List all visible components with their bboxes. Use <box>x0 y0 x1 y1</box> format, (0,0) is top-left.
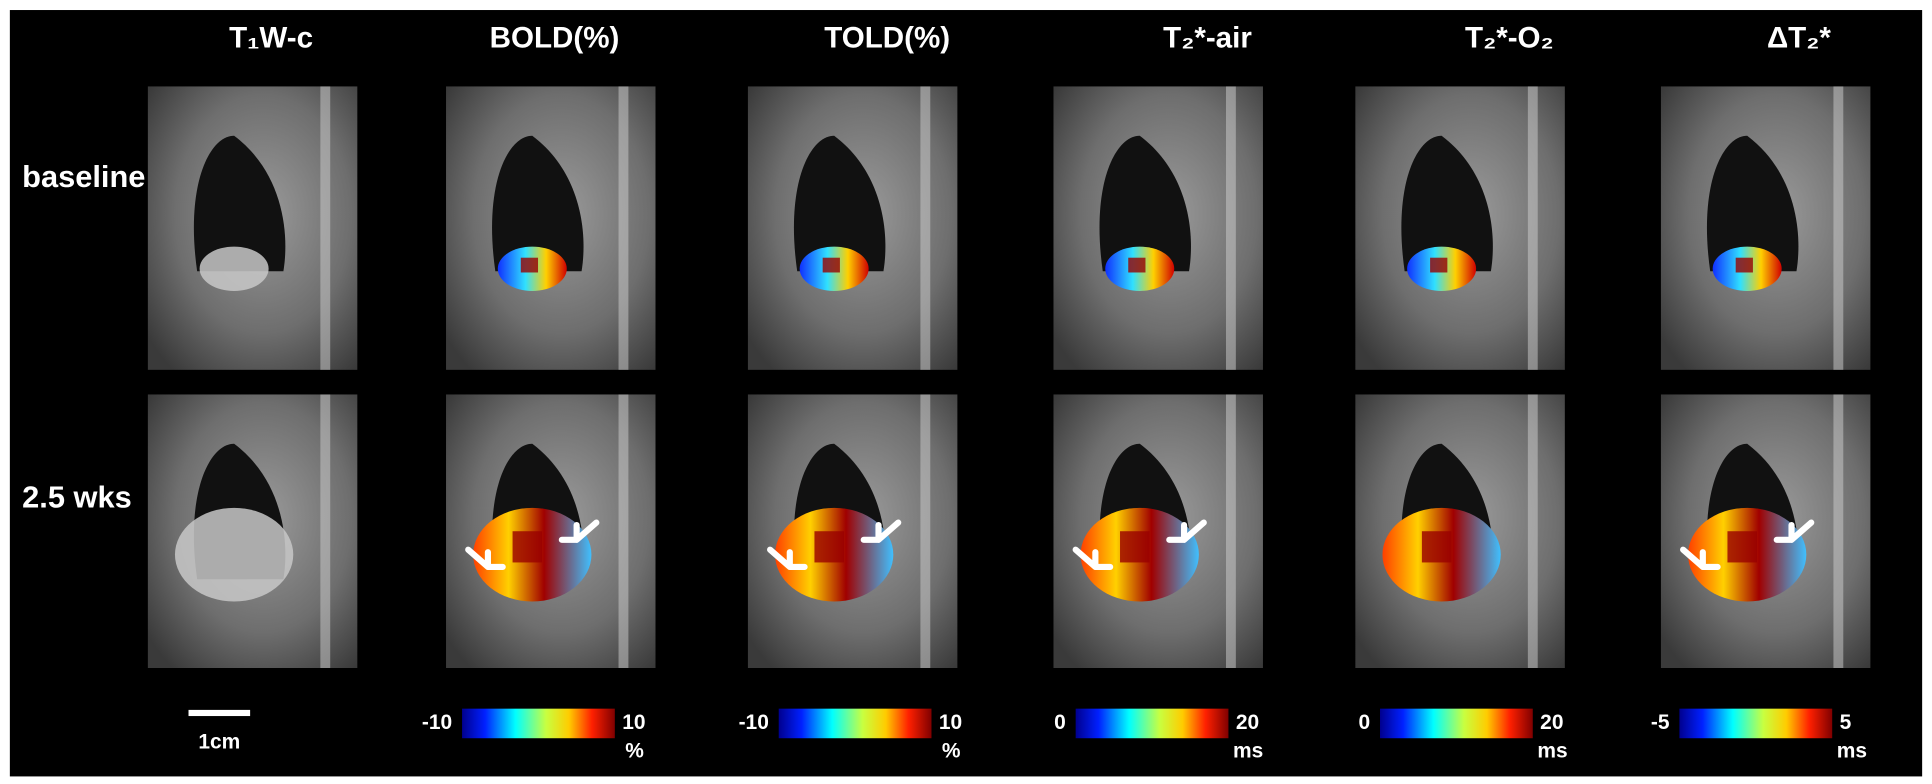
lung-cavity <box>1099 135 1191 272</box>
arrow <box>465 546 506 571</box>
row-label: 2.5 wks <box>22 479 132 514</box>
overlay-patch <box>1128 257 1146 273</box>
tissue-edge <box>1527 394 1538 668</box>
arrow <box>767 546 808 571</box>
overlay-patch <box>512 531 543 563</box>
column-header: BOLD(%) <box>490 21 620 54</box>
overlay-patch <box>822 257 840 273</box>
column-header: T₂*-O₂ <box>1465 21 1554 54</box>
colorbar-unit: ms <box>1837 739 1867 762</box>
tissue-edge <box>1833 394 1844 668</box>
colorbar-max: 10 <box>622 711 645 734</box>
colorbar-max: 10 <box>939 711 962 734</box>
colorbar-min: -10 <box>739 711 769 734</box>
colorbar-max: 20 <box>1236 711 1259 734</box>
arrow <box>1773 519 1815 543</box>
overlay-patch <box>1421 531 1452 563</box>
lung-cavity <box>193 135 286 272</box>
tissue-edge <box>320 394 331 668</box>
lung-cavity <box>1706 135 1799 272</box>
colorbar-unit: ms <box>1233 739 1263 762</box>
scale-bar <box>188 709 251 717</box>
tissue-edge <box>1225 394 1236 668</box>
colorbar-unit: ms <box>1537 739 1567 762</box>
arrow <box>558 519 600 543</box>
colorbar <box>1380 708 1533 739</box>
overlay-patch <box>1120 531 1150 563</box>
colorbar <box>1679 708 1833 739</box>
tissue-edge <box>920 394 931 668</box>
column-header: T₁W-c <box>229 21 313 54</box>
colorbar <box>462 708 615 739</box>
tissue-edge <box>920 86 931 370</box>
overlay-patch <box>1430 257 1448 273</box>
colorbar-unit: % <box>942 739 961 762</box>
tissue-edge <box>1225 86 1236 370</box>
tissue-edge <box>1527 86 1538 370</box>
tissue-edge <box>618 86 629 370</box>
tumor <box>174 507 294 602</box>
arrow <box>1680 546 1721 571</box>
overlay-patch <box>1727 531 1758 563</box>
row-label: baseline <box>22 159 145 194</box>
arrow <box>1072 546 1114 571</box>
tissue-edge <box>618 394 629 668</box>
column-header: TOLD(%) <box>824 21 950 54</box>
lung-cavity <box>793 135 886 272</box>
colorbar-max: 5 <box>1840 711 1852 734</box>
colorbar-min: 0 <box>1358 711 1370 734</box>
colorbar-max: 20 <box>1540 711 1563 734</box>
colorbar-min: -10 <box>422 711 452 734</box>
lung-cavity <box>1401 135 1493 272</box>
arrow <box>1166 519 1207 543</box>
tissue-edge <box>1833 86 1844 370</box>
overlay-patch <box>520 257 539 273</box>
arrow <box>860 519 902 543</box>
overlay-patch <box>1735 257 1753 273</box>
tumor <box>199 246 269 291</box>
lung-cavity <box>492 135 584 272</box>
colorbar-min: -5 <box>1651 711 1670 734</box>
colorbar <box>778 708 932 739</box>
colorbar-min: 0 <box>1054 711 1066 734</box>
colorbar-unit: % <box>625 739 644 762</box>
column-header: ΔT₂* <box>1767 21 1831 54</box>
colorbar <box>1075 708 1229 739</box>
column-header: T₂*-air <box>1163 21 1252 54</box>
tissue-edge <box>320 86 331 370</box>
scale-bar-label: 1cm <box>198 731 240 754</box>
overlay-patch <box>814 531 845 563</box>
